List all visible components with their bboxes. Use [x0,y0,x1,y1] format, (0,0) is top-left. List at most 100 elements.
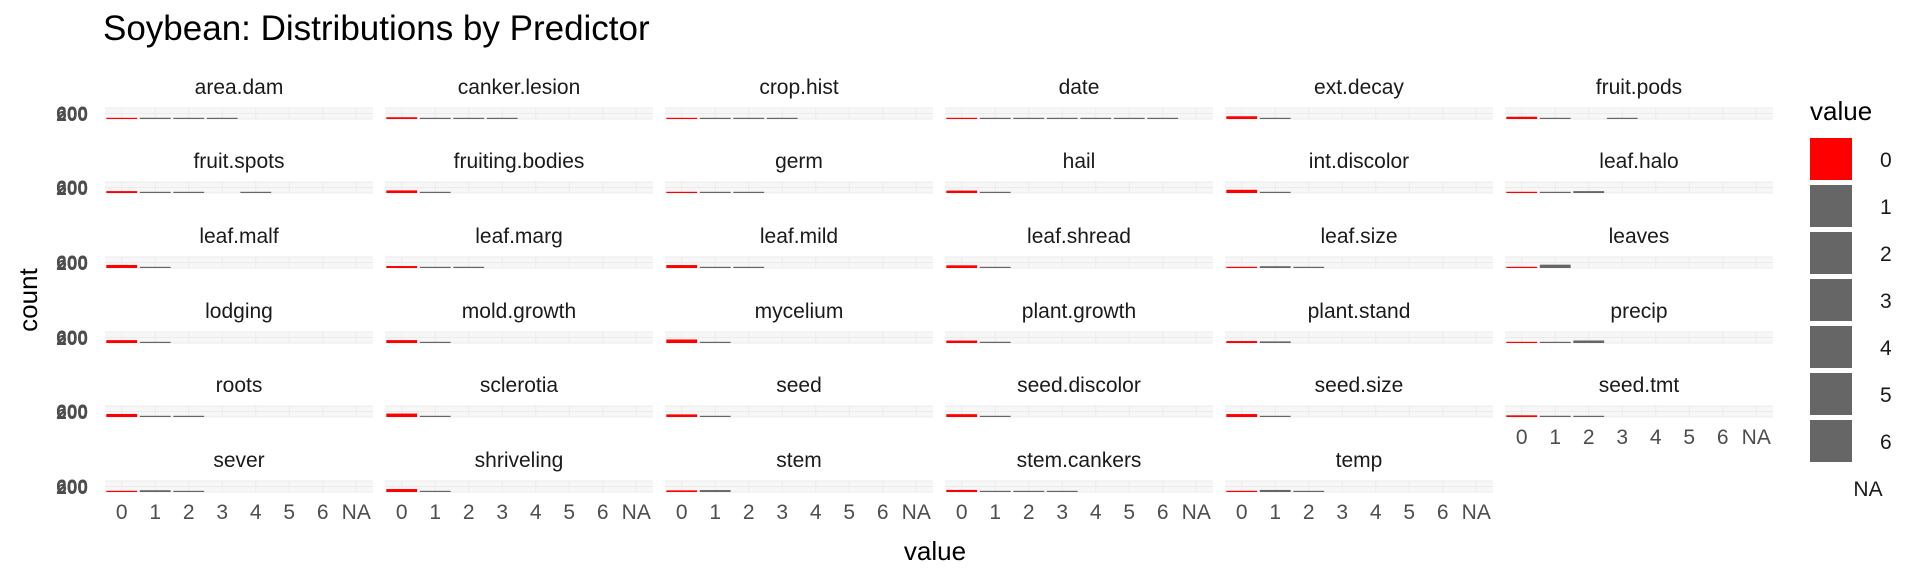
bar-canker-lesion-2 [453,117,485,119]
facet-stem-cankers: stem.cankers [945,449,1213,493]
bar-sever-2 [173,490,205,492]
x-tick-label: 5 [283,501,295,524]
facet-label: leaves [1609,225,1670,248]
x-tick-label: 5 [1683,426,1695,449]
x-tick-label: 3 [496,501,508,524]
facet-leaf-shread: leaf.shread [945,225,1213,269]
bar-fruit-spots-4 [240,191,272,193]
x-tick-label: NA [902,501,931,524]
y-tick-label: 200 [56,254,88,275]
facet-germ: germ [665,150,933,194]
bar-fruiting-bodies-0 [386,190,418,193]
y-tick-label: 600 [56,178,88,199]
x-tick-label: 2 [1023,501,1035,524]
bar-canker-lesion-0 [386,117,418,119]
facet-ext-decay: ext.decay [1225,76,1493,120]
bar-temp-2 [1293,490,1325,492]
x-tick-label: 3 [776,501,788,524]
x-tick-label: 4 [810,501,822,524]
legend-key-5 [1810,373,1852,415]
bar-lodging-0 [106,340,138,343]
x-tick-label: 2 [1303,501,1315,524]
legend-label-2: 2 [1880,243,1892,266]
x-tick-label: 2 [183,501,195,524]
x-tick-label: 0 [1516,426,1528,449]
x-tick-label: 4 [1090,501,1102,524]
facet-label: precip [1610,300,1667,323]
bar-area-dam-0 [106,117,138,119]
facet-label: lodging [205,300,273,323]
legend: value 0 1 2 3 4 5 6 NA [1810,96,1892,501]
bar-sclerotia-0 [386,413,418,417]
facet-label: leaf.shread [1027,225,1131,248]
legend-key-6 [1810,420,1852,462]
bar-int-discolor-1 [1259,191,1291,193]
bar-fruit-pods-1 [1539,117,1571,119]
bar-stem-cankers-3 [1046,490,1078,492]
facet-leaf-marg: leaf.marg [385,225,653,269]
bar-date-2 [1013,117,1045,119]
y-axis-title: count [13,267,43,331]
bar-leaf-malf-0 [106,264,138,268]
y-tick-label: 600 [56,104,88,125]
bar-plant-stand-1 [1259,341,1291,343]
x-tick-label: 3 [216,501,228,524]
facet-label: plant.growth [1022,300,1136,323]
x-tick-label: 1 [989,501,1001,524]
legend-key-2 [1810,232,1852,274]
x-tick-label: 3 [1616,426,1628,449]
bar-stem-cankers-2 [1013,490,1045,492]
x-axis-ticks: 0 1 2 3 4 5 6 NA 0 1 2 3 4 5 6 NA 0 1 2 3 4 5 6 NA 0 1 2 3 4 5 6 NA 0 1 2 3… [116,426,1771,524]
x-tick-label: 5 [843,501,855,524]
x-tick-label: 1 [149,501,161,524]
facet-label: leaf.halo [1599,150,1678,173]
facet-seed-discolor: seed.discolor [945,374,1213,418]
y-tick-label: 200 [56,478,88,499]
facet-seed: seed [665,374,933,418]
bar-leaf-size-0 [1226,266,1258,268]
facet-seed-size: seed.size [1225,374,1493,418]
bar-date-0 [946,117,978,119]
x-tick-label: 4 [1650,426,1662,449]
bar-crop-hist-2 [733,117,765,119]
x-tick-label: 6 [317,501,329,524]
bar-hail-0 [946,190,978,193]
x-tick-label: 0 [956,501,968,524]
legend-key-1 [1810,185,1852,227]
x-tick-label: NA [342,501,371,524]
facet-stem: stem [665,449,933,493]
bar-canker-lesion-3 [486,117,518,119]
facet-label: crop.hist [759,76,839,99]
bar-leaf-halo-1 [1539,191,1571,193]
x-tick-label: 0 [676,501,688,524]
bar-leaf-mild-0 [666,265,698,268]
x-tick-label: 5 [1123,501,1135,524]
legend-label-5: 5 [1880,384,1892,407]
bar-stem-cankers-1 [979,490,1011,492]
bar-leaf-mild-1 [699,266,731,268]
bar-shriveling-1 [419,490,451,492]
facet-plant-stand: plant.stand [1225,300,1493,344]
facet-seed-tmt: seed.tmt [1505,374,1773,418]
facet-label: mycelium [755,300,844,323]
facet-fruiting-bodies: fruiting.bodies [385,150,653,194]
facet-label: roots [216,374,263,397]
bar-stem-0 [666,490,698,492]
bar-fruit-pods-3 [1606,117,1638,119]
bar-area-dam-3 [206,117,238,119]
bar-temp-0 [1226,490,1258,492]
bar-leaf-size-1 [1259,266,1291,268]
facet-label: fruiting.bodies [454,150,585,173]
bar-area-dam-1 [139,117,171,119]
x-tick-label: NA [622,501,651,524]
facet-mycelium: mycelium [665,300,933,344]
bar-fruit-spots-1 [139,191,171,193]
x-tick-label: 0 [396,501,408,524]
bar-sclerotia-1 [419,415,451,417]
bar-fruit-pods-0 [1506,116,1538,119]
bar-hail-1 [979,191,1011,193]
